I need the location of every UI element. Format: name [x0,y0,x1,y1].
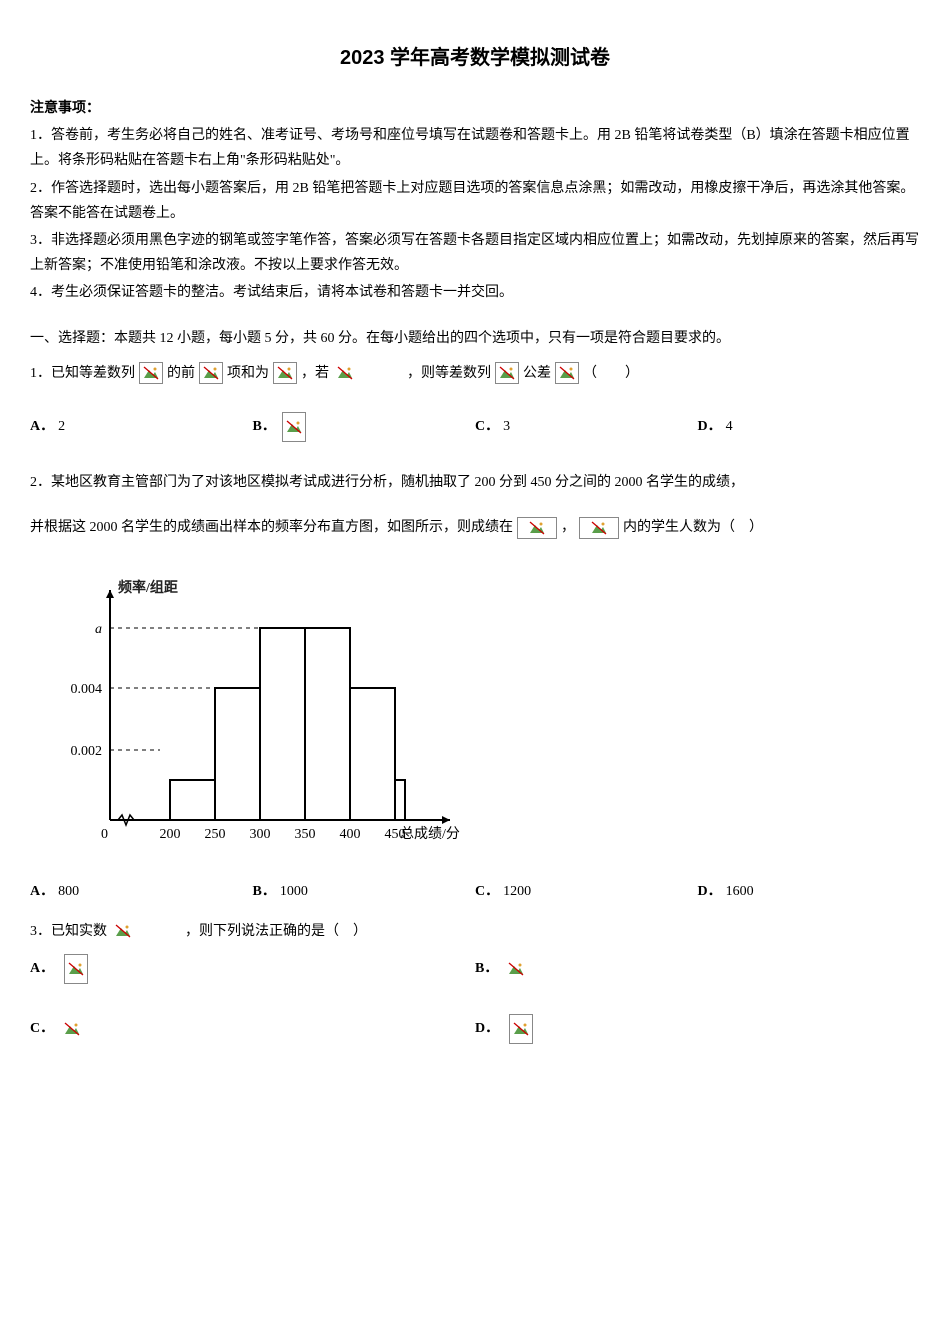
q2-options: A．800 B．1000 C．1200 D．1600 [30,879,920,904]
broken-image-icon [579,517,619,539]
notice-item: 3．非选择题必须用黑色字迹的钢笔或签字笔作答，答案必须写在答题卡各题目指定区域内… [30,228,920,278]
q2-option-a: A．800 [30,879,253,904]
svg-text:250: 250 [205,827,226,842]
svg-text:总成绩/分: 总成绩/分 [400,826,460,842]
broken-image-icon [333,363,403,383]
q1-text: 的前 [167,361,195,386]
q1-text: ，若 [301,361,329,386]
option-label: A． [30,414,54,439]
q2-option-c: C．1200 [475,879,698,904]
notice-item: 4．考生必须保证答题卡的整洁。考试结束后，请将本试卷和答题卡一并交回。 [30,280,920,305]
q2-text: 并根据这 2000 名学生的成绩画出样本的频率分布直方图，如图所示，则成绩在 [30,515,513,540]
q1-option-b: B． [253,412,476,442]
option-label: B． [253,414,276,439]
option-label: A． [30,879,54,904]
broken-image-icon [495,362,519,384]
q1-option-a: A．2 [30,412,253,442]
q3-options: A． B． C． D． [30,954,920,1044]
svg-text:频率/组距: 频率/组距 [118,579,178,596]
option-label: C． [475,414,499,439]
svg-text:0: 0 [101,827,108,842]
histogram-svg: 频率/组距总成绩/分 0 200 250 300 350 400 450 0.002 0.004 a [50,570,470,860]
notice-item: 2．作答选择题时，选出每小题答案后，用 2B 铅笔把答题卡上对应题目选项的答案信… [30,176,920,226]
broken-image-icon [509,1014,533,1044]
q3-text: ，则下列说法正确的是（ ） [185,919,367,944]
svg-text:a: a [95,622,102,637]
svg-text:200: 200 [160,827,181,842]
q3-option-d: D． [475,1014,920,1044]
option-value: 800 [58,879,79,904]
broken-image-icon [282,412,306,442]
q1-text: （ ） [583,361,639,386]
option-value: 4 [726,414,733,439]
option-label: C． [30,1016,54,1041]
broken-image-icon [139,362,163,384]
option-value: 1000 [280,879,308,904]
broken-image-icon [199,362,223,384]
svg-text:0.004: 0.004 [71,682,103,697]
question-2: 2．某地区教育主管部门为了对该地区模拟考试成进行分析，随机抽取了 200 分到 … [30,470,920,905]
svg-text:300: 300 [250,827,271,842]
q2-text: ， [561,515,575,540]
option-label: D． [475,1016,499,1041]
notice-item: 1．答卷前，考生务必将自己的姓名、准考证号、考场号和座位号填写在试题卷和答题卡上… [30,123,920,173]
q1-text: 公差 [523,361,551,386]
svg-text:0.002: 0.002 [71,744,103,759]
question-1: 1．已知等差数列 的前 项和为 ，若 ，则等差数列 公差 （ ） A．2 B． … [30,361,920,442]
broken-image-icon [504,959,574,979]
option-label: B． [253,879,276,904]
option-label: D． [698,879,722,904]
svg-text:400: 400 [340,827,361,842]
q2-text: 内的学生人数为（ ） [623,515,763,540]
q1-options: A．2 B． C．3 D．4 [30,412,920,442]
broken-image-icon [517,517,557,539]
option-label: B． [475,956,498,981]
notice-heading: 注意事项： [30,96,920,121]
option-value: 3 [503,414,510,439]
q2-option-d: D．1600 [698,879,921,904]
q3-text: 3．已知实数 [30,919,107,944]
question-3: 3．已知实数 ，则下列说法正确的是（ ） A． B． C． D． [30,919,920,1044]
q3-option-c: C． [30,1014,475,1044]
page-title: 2023 学年高考数学模拟测试卷 [30,40,920,76]
q1-option-c: C．3 [475,412,698,442]
option-label: C． [475,879,499,904]
q2-text-line1: 2．某地区教育主管部门为了对该地区模拟考试成进行分析，随机抽取了 200 分到 … [30,470,920,495]
q3-option-b: B． [475,954,920,984]
histogram-chart: 频率/组距总成绩/分 0 200 250 300 350 400 450 0.002 0.004 a [50,570,920,869]
option-label: D． [698,414,722,439]
svg-text:450: 450 [385,827,406,842]
svg-text:350: 350 [295,827,316,842]
q1-text: 项和为 [227,361,269,386]
broken-image-icon [273,362,297,384]
q1-text: 1．已知等差数列 [30,361,135,386]
option-value: 2 [58,414,65,439]
broken-image-icon [64,954,88,984]
broken-image-icon [111,921,181,941]
notice-block: 注意事项： 1．答卷前，考生务必将自己的姓名、准考证号、考场号和座位号填写在试题… [30,96,920,306]
option-label: A． [30,956,54,981]
option-value: 1200 [503,879,531,904]
q1-text: ，则等差数列 [407,361,491,386]
q1-option-d: D．4 [698,412,921,442]
q3-option-a: A． [30,954,475,984]
broken-image-icon [555,362,579,384]
broken-image-icon [60,1019,130,1039]
section-1-heading: 一、选择题：本题共 12 小题，每小题 5 分，共 60 分。在每小题给出的四个… [30,326,920,351]
option-value: 1600 [726,879,754,904]
q2-option-b: B．1000 [253,879,476,904]
